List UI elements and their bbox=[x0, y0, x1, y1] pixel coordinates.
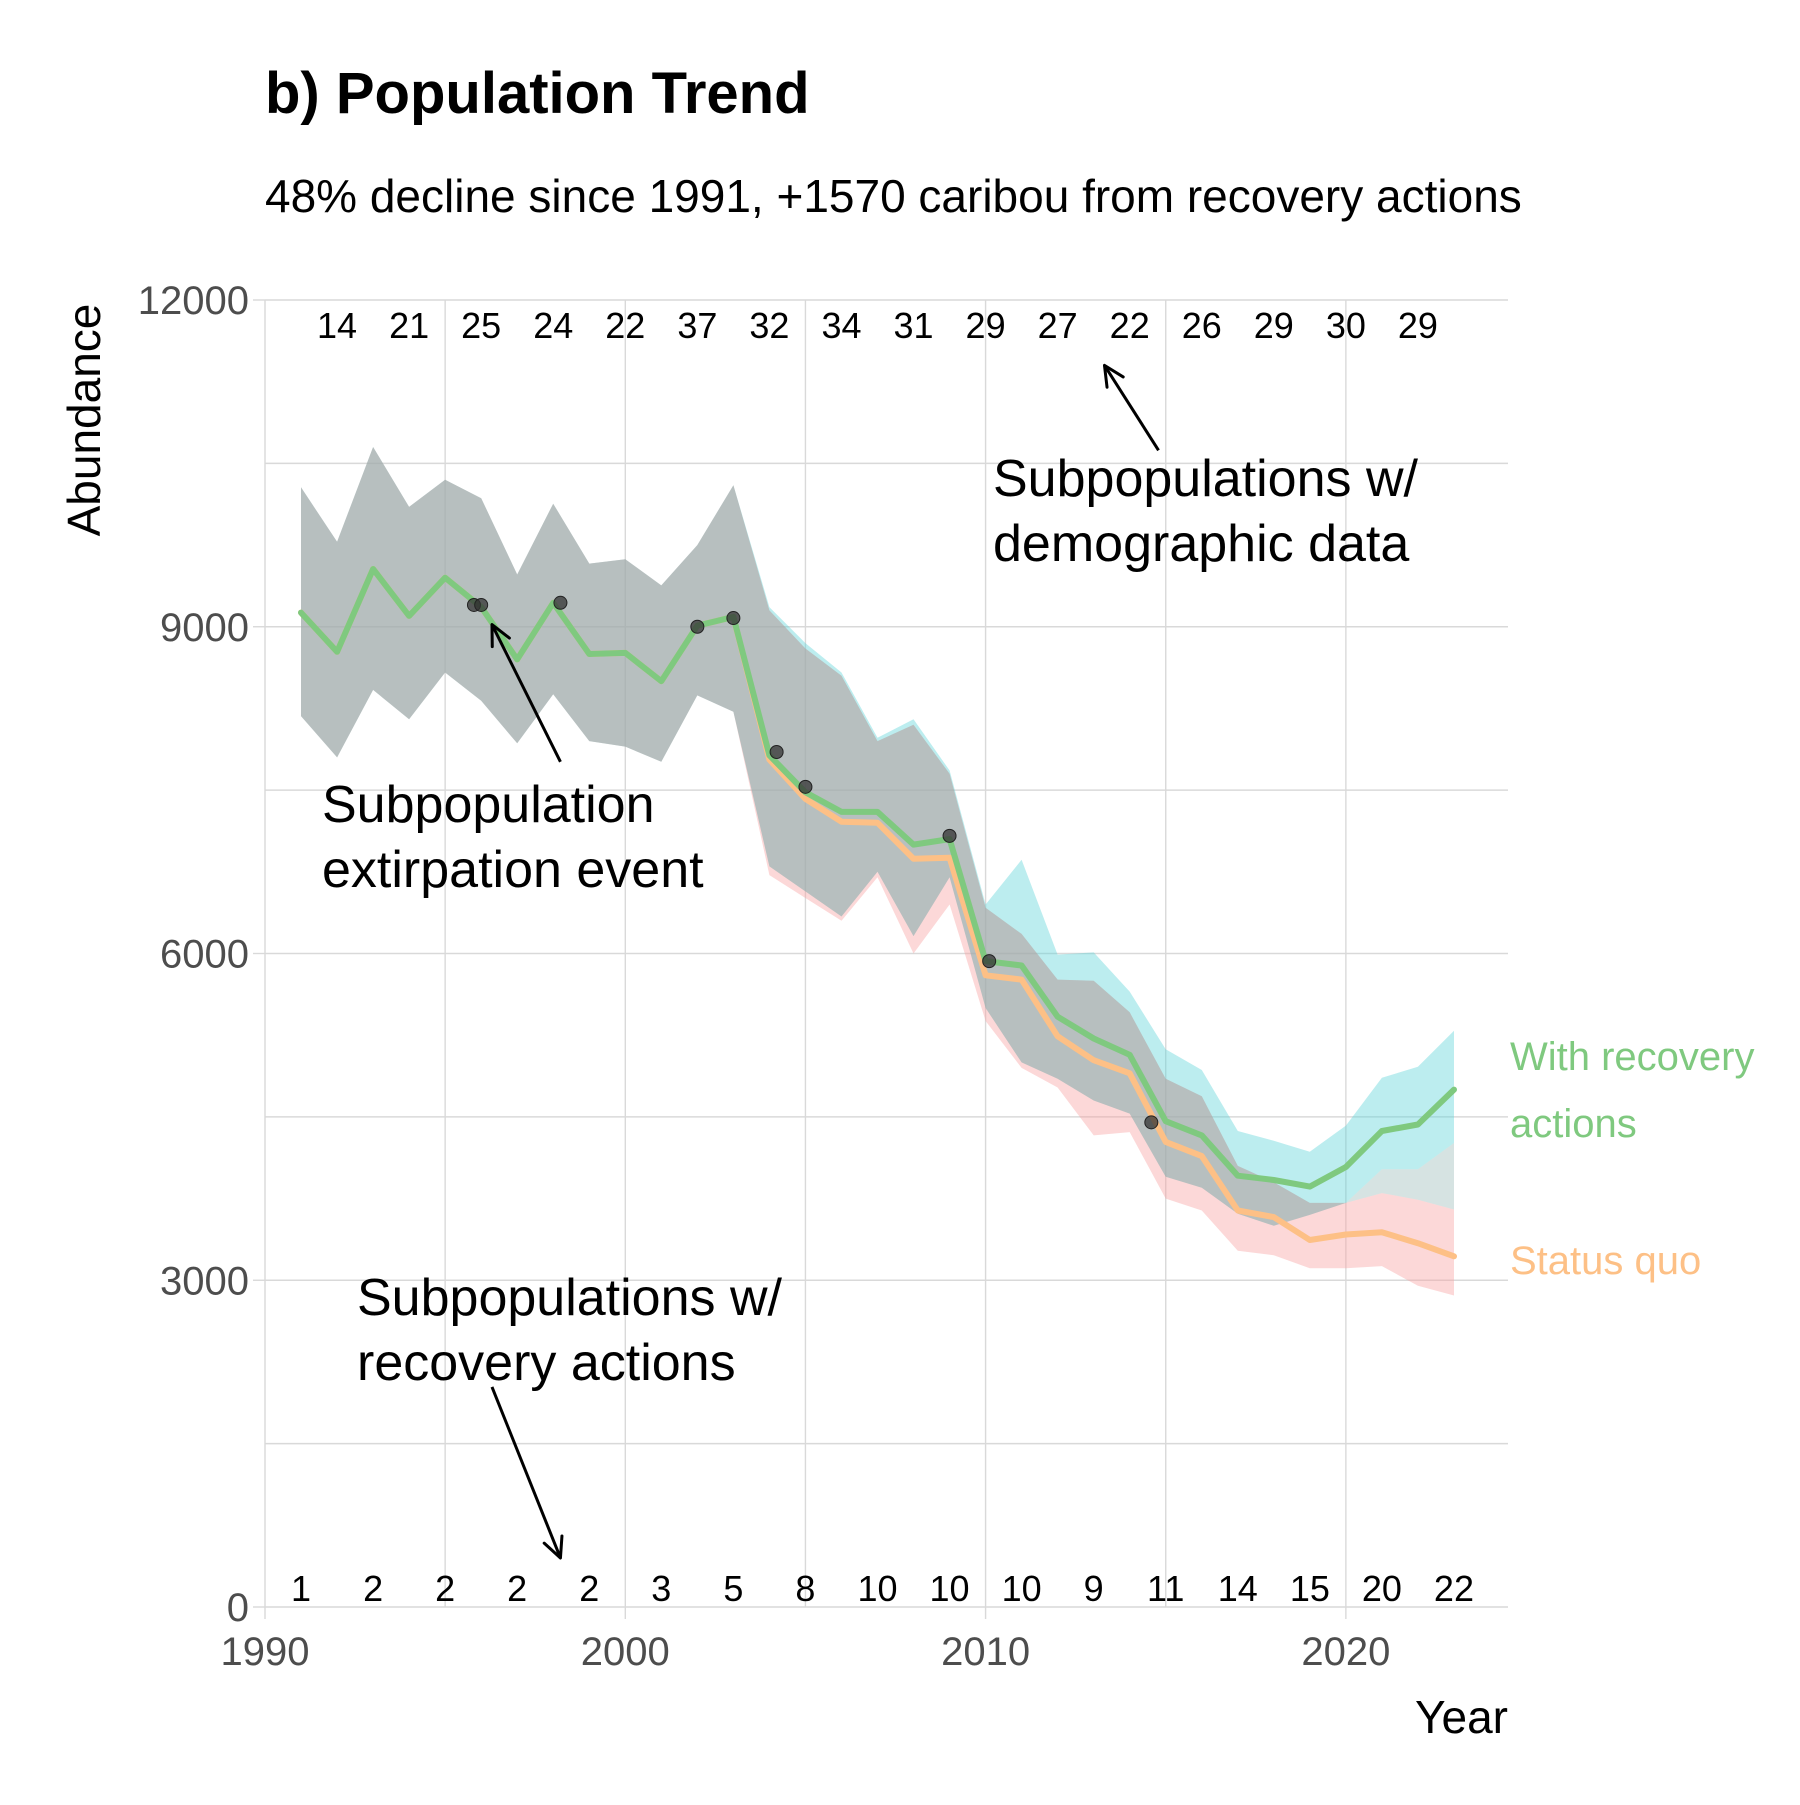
chart-title: b) Population Trend bbox=[265, 61, 810, 126]
x-tick-label: 1990 bbox=[221, 1630, 310, 1674]
demographic-count-label: 34 bbox=[821, 305, 861, 346]
series-label-with-recovery-actions: With recovery bbox=[1510, 1035, 1755, 1079]
recovery-count-label: 2 bbox=[579, 1568, 599, 1609]
y-tick-label: 3000 bbox=[160, 1259, 249, 1303]
observation-point bbox=[769, 745, 784, 760]
chart-subtitle: 48% decline since 1991, +1570 caribou fr… bbox=[265, 170, 1522, 222]
recovery-count-label: 5 bbox=[723, 1568, 743, 1609]
y-tick-label: 6000 bbox=[160, 933, 249, 977]
y-axis-title: Abundance bbox=[58, 304, 110, 537]
axes: 0 3000 6000 9000 12000 1990 2000 2010 2020 bbox=[138, 279, 1391, 1674]
series-label-status-quo: Status quo bbox=[1510, 1239, 1701, 1283]
recovery-count-label: 10 bbox=[930, 1568, 970, 1609]
observation-point bbox=[690, 619, 705, 634]
band-overlap bbox=[301, 447, 1454, 1226]
recovery-count-label: 20 bbox=[1362, 1568, 1402, 1609]
demographic-count-label: 37 bbox=[677, 305, 717, 346]
recovery-count-label: 11 bbox=[1147, 1568, 1184, 1609]
demographic-count-label: 21 bbox=[389, 305, 429, 346]
x-axis-title: Year bbox=[1415, 1691, 1508, 1743]
y-tick-label: 12000 bbox=[138, 279, 249, 323]
demographic-count-label: 30 bbox=[1326, 305, 1366, 346]
annotations: Subpopulations w/demographic data Subpopu… bbox=[322, 363, 1755, 1560]
y-tick-label: 9000 bbox=[160, 606, 249, 650]
recovery-count-label: 2 bbox=[507, 1568, 527, 1609]
recovery-count-label: 2 bbox=[363, 1568, 383, 1609]
confidence-band-recovery bbox=[301, 447, 1454, 1226]
demographic-count-label: 25 bbox=[461, 305, 501, 346]
recovery-count-label: 14 bbox=[1218, 1568, 1258, 1609]
observation-point bbox=[474, 597, 489, 612]
confidence-bands bbox=[301, 447, 1454, 1296]
annotation-extirpation-event-line: Subpopulation bbox=[322, 776, 655, 834]
annotation-demographic-data-arrowhead bbox=[1102, 363, 1125, 389]
recovery-count-label: 10 bbox=[857, 1568, 897, 1609]
recovery-count-label: 15 bbox=[1290, 1568, 1330, 1609]
annotation-demographic-data-line: Subpopulations w/ bbox=[993, 450, 1419, 508]
recovery-count-label: 1 bbox=[291, 1568, 311, 1609]
x-tick-label: 2020 bbox=[1301, 1630, 1390, 1674]
demographic-count-label: 14 bbox=[317, 305, 357, 346]
annotation-recovery-actions-arrow bbox=[490, 1386, 562, 1559]
demographic-count-label: 31 bbox=[893, 305, 933, 346]
demographic-count-label: 32 bbox=[749, 305, 789, 346]
observation-point bbox=[726, 611, 741, 626]
recovery-count-label: 22 bbox=[1434, 1568, 1474, 1609]
observation-point bbox=[553, 595, 568, 610]
annotation-demographic-data-arrow bbox=[1103, 364, 1160, 452]
annotation-recovery-actions-line: recovery actions bbox=[357, 1334, 736, 1392]
observation-point bbox=[942, 828, 957, 843]
annotation-extirpation-event-arrowhead bbox=[490, 623, 511, 649]
recovery-count-label: 2 bbox=[435, 1568, 455, 1609]
observation-point bbox=[1144, 1115, 1159, 1130]
annotation-extirpation-event-line: extirpation event bbox=[322, 841, 704, 899]
series-label-with-recovery-actions: actions bbox=[1510, 1102, 1637, 1146]
demographic-count-label: 29 bbox=[1254, 305, 1294, 346]
demographic-count-label: 29 bbox=[1398, 305, 1438, 346]
observation-point bbox=[982, 954, 997, 969]
demographic-count-label: 22 bbox=[1110, 305, 1150, 346]
recovery-count-label: 9 bbox=[1084, 1568, 1104, 1609]
count-labels: 14 21 25 24 22 37 32 34 31 29 27 22 26 29 30 291 2 2 2 2 3 5 8… bbox=[291, 305, 1474, 1609]
x-tick-label: 2010 bbox=[941, 1630, 1030, 1674]
x-tick-label: 2000 bbox=[581, 1630, 670, 1674]
observation-points bbox=[466, 595, 1159, 1130]
observation-point bbox=[798, 779, 813, 794]
demographic-count-label: 27 bbox=[1038, 305, 1078, 346]
annotation-recovery-actions-line: Subpopulations w/ bbox=[357, 1269, 783, 1327]
annotation-recovery-actions-arrowhead bbox=[542, 1534, 564, 1560]
annotation-demographic-data-line: demographic data bbox=[993, 515, 1409, 573]
demographic-count-label: 24 bbox=[533, 305, 573, 346]
demographic-count-label: 26 bbox=[1182, 305, 1222, 346]
recovery-count-label: 10 bbox=[1002, 1568, 1042, 1609]
grid-layer bbox=[264, 299, 1508, 1608]
recovery-count-label: 8 bbox=[795, 1568, 815, 1609]
confidence-band-status-quo bbox=[301, 447, 1454, 1296]
recovery-count-label: 3 bbox=[651, 1568, 671, 1609]
demographic-count-label: 29 bbox=[966, 305, 1006, 346]
demographic-count-label: 22 bbox=[605, 305, 645, 346]
annotation-extirpation-event-arrow bbox=[490, 623, 562, 763]
y-tick-label: 0 bbox=[227, 1586, 249, 1630]
